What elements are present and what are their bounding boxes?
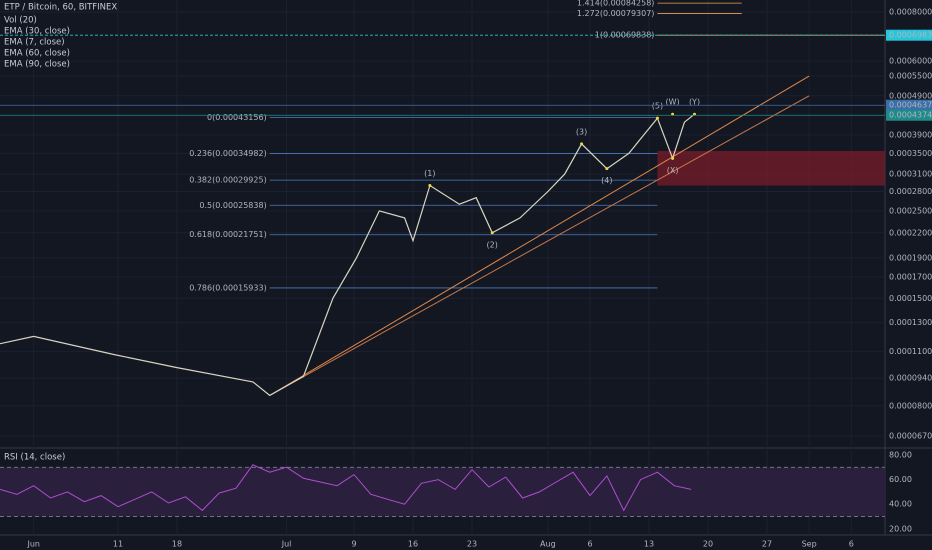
indicator-label: EMA (7, close) [4,38,65,48]
fib-label: 0.618(0.00021751) [189,230,267,239]
x-tick-label: Sep [802,540,817,549]
extension-label: 1(0.00069838) [595,31,655,40]
x-tick-label: Jun [26,540,40,549]
extension-label: 1.272(0.00079307) [577,9,655,18]
trendline [269,75,810,396]
wave-label: (X) [667,166,679,175]
x-tick-label: 16 [408,540,418,549]
wave-point [580,142,584,146]
rsi-tick-label: 60.00 [889,475,912,484]
fib-label: 0.5(0.00025838) [199,201,266,210]
price-line [0,113,695,397]
price-label-box [886,109,932,121]
x-tick-label: 23 [467,540,477,549]
indicator-label: EMA (30, close) [4,27,70,37]
price-label: 0.00069838 [889,31,932,40]
wave-point [490,231,494,235]
x-tick-label: Aug [540,540,556,549]
extension-label: 1.414(0.00084258) [577,0,655,8]
x-tick-label: 6 [849,540,854,549]
x-tick-label: 11 [113,540,123,549]
wave-label: (2) [487,240,498,249]
indicator-label: EMA (90, close) [4,60,70,70]
wave-point [605,167,609,171]
fib-label: 0.382(0.00029925) [189,176,267,185]
rsi-band [0,467,885,517]
wave-point [671,156,675,160]
price-label-box [886,99,932,111]
trendline [269,95,810,396]
rsi-tick-label: 80.00 [889,450,912,459]
wave-label: (5) [652,102,663,111]
x-tick-label: Jul [281,540,292,549]
price-label: 0.00046374 [889,101,932,110]
fib-label: 0.786(0.00015933) [189,283,267,292]
wave-point [428,184,432,188]
x-tick-label: 6 [587,540,592,549]
fib-label: 0(0.00043156) [207,113,267,122]
wave-label: (W) [666,98,680,107]
price-label-box [886,29,932,41]
fib-label: 0.236(0.00034982) [189,149,267,158]
x-tick-label: 27 [762,540,772,549]
price-label: 0.00043740 [889,111,932,120]
wave-label: (4) [601,176,612,185]
rsi-title: RSI (14, close) [4,453,65,463]
x-tick-label: 20 [703,540,713,549]
x-tick-label: 13 [644,540,654,549]
indicator-label: Vol (20) [4,16,37,26]
indicator-label: EMA (60, close) [4,49,70,59]
rsi-tick-label: 40.00 [889,500,912,509]
x-tick-label: 9 [351,540,356,549]
wave-label: (3) [576,127,587,136]
wave-label: (Y) [689,98,700,107]
x-tick-label: 18 [172,540,182,549]
zone [657,150,885,186]
wave-point [655,116,659,120]
rsi-line [0,464,692,512]
chart-title: ETP / Bitcoin, 60, BITFINEX [4,3,117,13]
wave-label: (1) [424,169,435,178]
rsi-tick-label: 20.00 [889,524,912,533]
